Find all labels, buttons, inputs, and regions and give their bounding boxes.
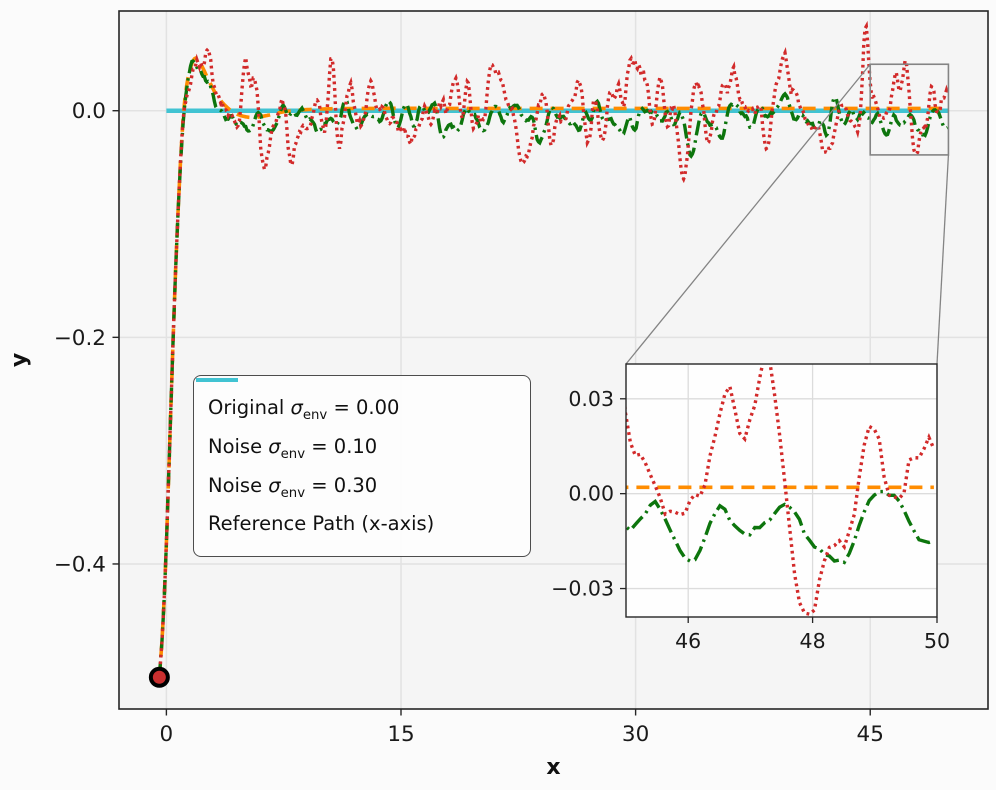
main-series-group [157, 20, 950, 678]
legend-entry-noise-030: Noise σenv = 0.30 [196, 378, 516, 501]
series-noise-010-path [157, 59, 949, 678]
y-tick-label: −0.2 [54, 326, 106, 351]
zoom-connector-line [936, 154, 950, 365]
inset-axes-spines [625, 363, 938, 618]
zoom-region-box [869, 63, 950, 156]
main-tick-marks [112, 110, 871, 716]
legend-entry-reference: Reference Path (x-axis) [196, 378, 516, 536]
y-tick-label: 0.0 [72, 99, 106, 124]
start-point-marker [148, 666, 170, 688]
legend-label: Original σenv = 0.00 [208, 396, 400, 424]
inset-series-noise-010-path [626, 489, 935, 565]
main-axes-spines [118, 10, 989, 710]
y-tick-label: −0.4 [54, 552, 106, 577]
inset-x-tick-label: 46 [675, 629, 701, 653]
x-tick-label: 15 [387, 722, 414, 747]
inset-y-tick-label: −0.03 [551, 577, 614, 601]
y-axis-label: y [7, 353, 32, 367]
inset-tick-marks [620, 398, 938, 623]
inset-axes: 46 48 50 0.03 0.00 −0.03 [551, 363, 950, 653]
inset-x-tick-label: 50 [924, 629, 950, 653]
inset-x-tick-label: 48 [800, 629, 826, 653]
legend-box: Original σenv = 0.00 Noise σenv = 0.10 Noi… [193, 375, 531, 557]
legend-label: Noise σenv = 0.10 [208, 434, 378, 462]
legend-swatch-solid-line [196, 378, 238, 382]
inset-series-noise-030-path [626, 364, 936, 617]
x-tick-label: 0 [160, 722, 174, 747]
x-tick-label: 30 [622, 722, 649, 747]
inset-y-tick-label: 0.00 [568, 482, 614, 506]
legend-label: Noise σenv = 0.30 [208, 473, 378, 501]
legend-label: Reference Path (x-axis) [208, 512, 435, 536]
zoom-connector-line [625, 63, 871, 365]
legend-entry-original: Original σenv = 0.00 [196, 378, 516, 424]
x-tick-label: 45 [857, 722, 884, 747]
inset-y-tick-label: 0.03 [568, 387, 614, 411]
series-noise-030-path [157, 20, 950, 678]
x-axis-label: x [546, 755, 560, 780]
legend-entry-noise-010: Noise σenv = 0.10 [196, 378, 516, 462]
inset-series-group [626, 364, 936, 617]
